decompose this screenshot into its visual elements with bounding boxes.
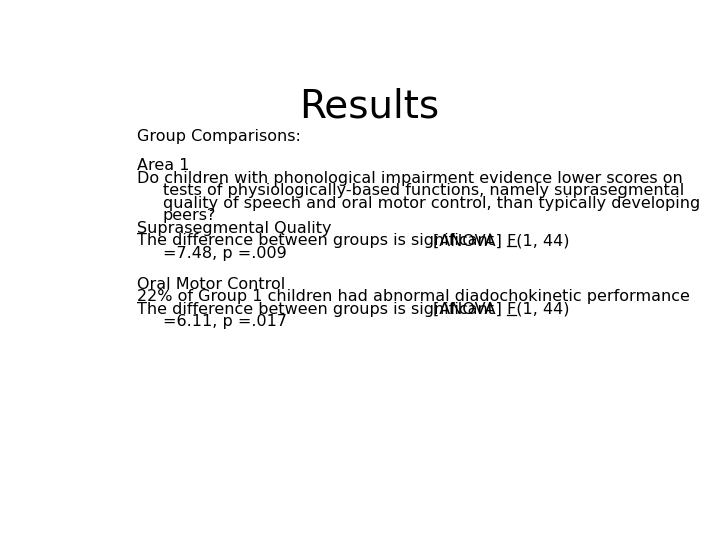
Text: =7.48, p =.009: =7.48, p =.009 [163, 246, 287, 261]
Text: Area 1: Area 1 [138, 158, 190, 173]
Text: The difference between groups is significant: The difference between groups is signifi… [138, 302, 495, 317]
Text: Results: Results [299, 87, 439, 126]
Text: The difference between groups is significant: The difference between groups is signifi… [138, 233, 495, 248]
Text: Suprasegmental Quality: Suprasegmental Quality [138, 221, 332, 236]
Text: quality of speech and oral motor control, than typically developing: quality of speech and oral motor control… [163, 196, 700, 211]
Text: 22% of Group 1 children had abnormal diadochokinetic performance: 22% of Group 1 children had abnormal dia… [138, 289, 690, 305]
Text: Oral Motor Control: Oral Motor Control [138, 277, 286, 292]
Text: [ANOVA] F(1, 44): [ANOVA] F(1, 44) [433, 233, 570, 248]
Text: F: F [90, 481, 99, 496]
Text: tests of physiologically-based functions, namely suprasegmental: tests of physiologically-based functions… [163, 183, 684, 198]
Text: [ANOVA]: [ANOVA] [433, 302, 507, 317]
Text: Do children with phonological impairment evidence lower scores on: Do children with phonological impairment… [138, 171, 683, 186]
Text: F: F [90, 481, 99, 496]
Text: [ANOVA] F(1, 44): [ANOVA] F(1, 44) [433, 302, 570, 317]
Text: Group Comparisons:: Group Comparisons: [138, 129, 301, 144]
Text: peers?: peers? [163, 208, 216, 223]
Text: [ANOVA]: [ANOVA] [433, 233, 507, 248]
Text: =6.11, p =.017: =6.11, p =.017 [163, 314, 287, 329]
